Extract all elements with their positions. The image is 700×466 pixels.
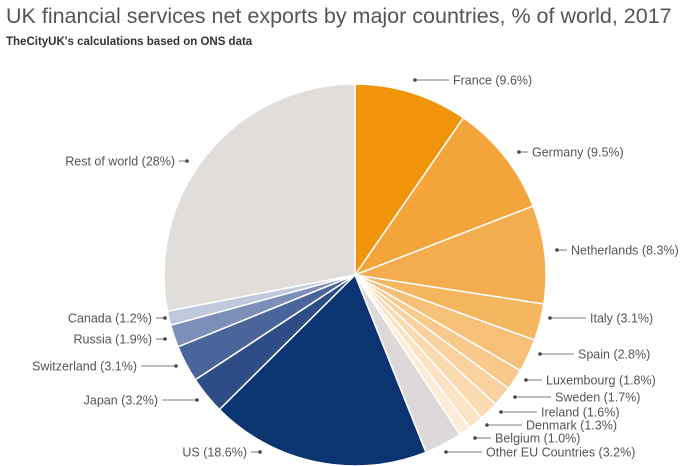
label-spain: Spain (2.8%) [578,348,650,362]
label-germany: Germany (9.5%) [532,146,624,160]
label-ireland: Ireland (1.6%) [541,406,620,420]
label-russia: Russia (1.9%) [74,333,153,347]
label-us: US (18.6%) [182,446,247,460]
chart-subtitle: TheCityUK's calculations based on ONS da… [6,36,253,48]
slice-france [354,83,465,278]
slice-germany [352,116,535,277]
chart-title: UK financial services net exports by maj… [6,4,672,28]
label-france: France (9.6%) [453,74,532,88]
label-japan: Japan (3.2%) [84,394,158,408]
label-rest-of-world: Rest of world (28%) [65,155,175,169]
slice-netherlands [352,205,547,305]
label-sweden: Sweden (1.7%) [555,391,640,405]
label-switzerland: Switzerland (3.1%) [32,360,137,374]
label-italy: Italy (3.1%) [590,312,653,326]
label-luxembourg: Luxembourg (1.8%) [546,374,656,388]
label-canada: Canada (1.2%) [68,312,152,326]
label-other-eu-countries: Other EU Countries (3.2%) [486,446,635,460]
label-netherlands: Netherlands (8.3%) [571,244,679,258]
slice-us [218,273,427,466]
slice-rest-of-world [163,83,356,312]
label-denmark: Denmark (1.3%) [526,419,617,433]
label-belgium: Belgium (1.0%) [495,432,580,446]
